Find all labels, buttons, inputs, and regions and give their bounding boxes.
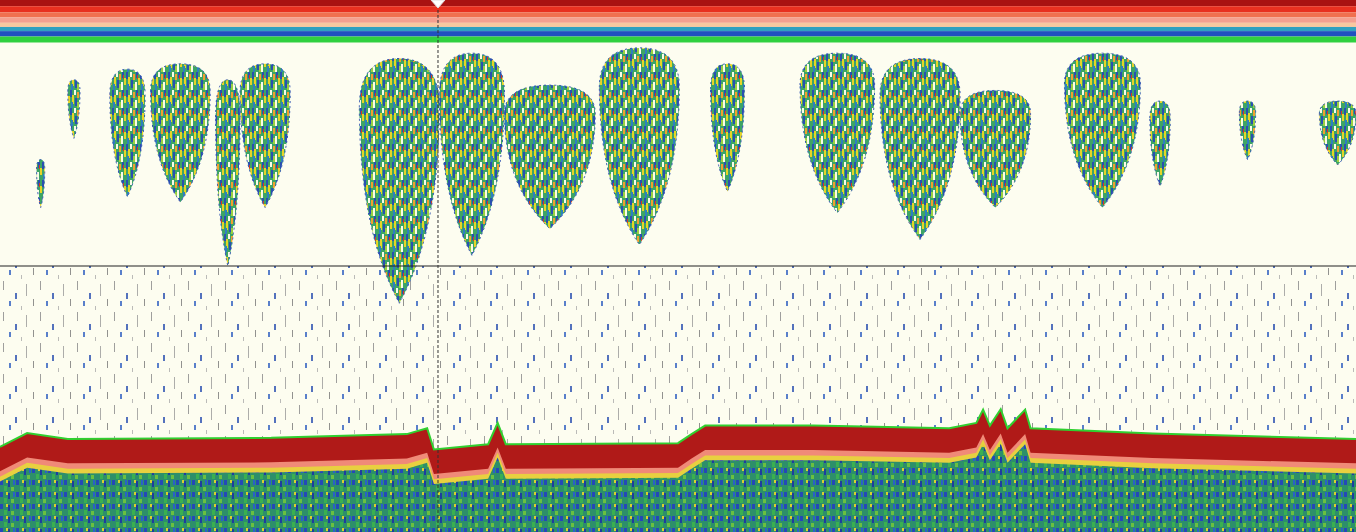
fish-school xyxy=(110,69,145,197)
fish-school xyxy=(1239,101,1255,160)
fish-school xyxy=(1064,53,1140,207)
fish-school xyxy=(216,80,240,266)
surface-band xyxy=(0,23,1356,27)
background xyxy=(0,0,1356,532)
cursor-line[interactable] xyxy=(437,0,438,532)
fish-school xyxy=(439,53,504,255)
surface-band xyxy=(0,17,1356,22)
cursor-marker[interactable] xyxy=(431,0,445,8)
fish-school xyxy=(151,64,211,202)
seabed-red xyxy=(0,409,1356,474)
fish-school xyxy=(880,59,960,240)
surface-band xyxy=(0,12,1356,17)
fish-school xyxy=(240,64,290,208)
surface-band xyxy=(0,27,1356,31)
fish-school xyxy=(37,160,45,208)
fish-school xyxy=(800,53,875,213)
fish-school xyxy=(711,64,745,192)
plot-area xyxy=(0,0,1356,532)
fish-school xyxy=(960,90,1031,207)
fish-school xyxy=(1319,101,1356,165)
fish-schools xyxy=(37,48,1356,303)
seabed-line xyxy=(0,409,1356,449)
sub-bottom xyxy=(0,409,1356,532)
surface-band xyxy=(0,6,1356,12)
fish-school xyxy=(68,80,80,139)
echogram xyxy=(0,0,1356,532)
fish-school xyxy=(599,48,679,245)
seabed-pink xyxy=(0,409,1356,479)
surface-band xyxy=(0,0,1356,6)
surface-band xyxy=(0,31,1356,36)
water-noise xyxy=(0,266,1356,532)
fish-school xyxy=(504,85,595,229)
fish-school xyxy=(1150,101,1170,186)
seabed-yellow xyxy=(0,409,1356,484)
surface-line xyxy=(0,40,1356,42)
reference-line xyxy=(0,265,1356,266)
surface-band xyxy=(0,37,1356,42)
